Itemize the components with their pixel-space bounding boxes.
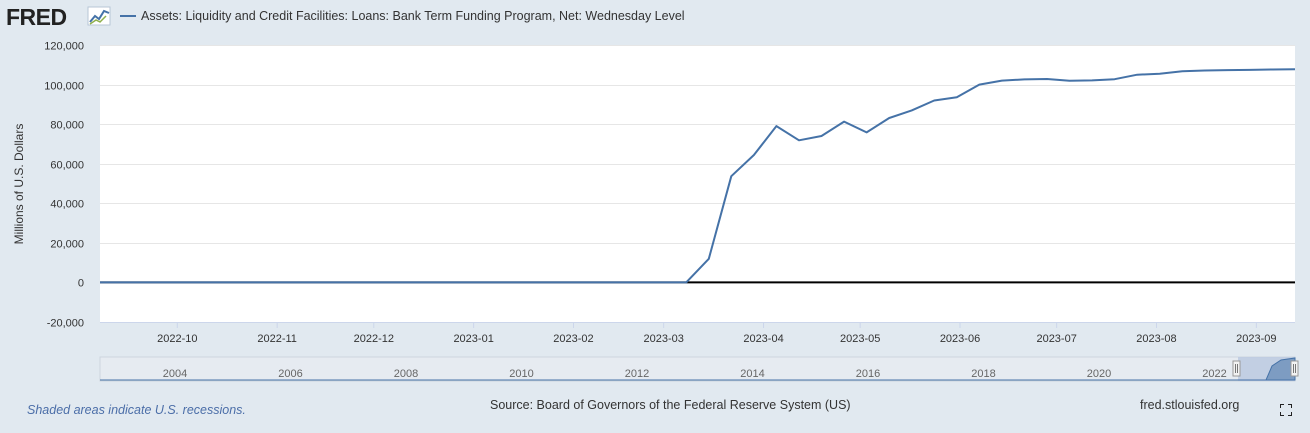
data-point: [864, 130, 869, 135]
legend[interactable]: Assets: Liquidity and Credit Facilities:…: [120, 9, 685, 23]
data-point: [1044, 77, 1049, 82]
y-tick-label: 80,000: [50, 120, 84, 132]
data-point: [98, 280, 103, 285]
fred-logo-icon: [87, 6, 111, 26]
navigator-year-label: 2018: [971, 368, 995, 380]
y-tick-label: 100,000: [44, 81, 84, 93]
data-point: [842, 119, 847, 124]
series-line[interactable]: [100, 68, 1296, 284]
source-text: Source: Board of Governors of the Federa…: [490, 398, 851, 412]
x-tick-label: 2023-06: [940, 333, 980, 345]
navigator-year-label: 2022: [1202, 368, 1226, 380]
data-point: [819, 134, 824, 139]
navigator-year-label: 2004: [163, 368, 187, 380]
data-point: [1225, 68, 1230, 73]
navigator-handle-left[interactable]: [1232, 360, 1241, 377]
data-point: [1293, 67, 1298, 72]
fred-logo-text: FRED: [6, 4, 67, 30]
data-point: [1067, 78, 1072, 83]
data-point: [774, 124, 779, 129]
data-point: [954, 95, 959, 100]
navigator[interactable]: 2004 2006 2008 2010 2012 2014 2016 2018 2020 2022: [99, 356, 1299, 382]
data-point: [1202, 68, 1207, 73]
navigator-handle-right[interactable]: [1290, 360, 1299, 377]
data-point: [684, 280, 689, 285]
navigator-year-label: 2014: [740, 368, 764, 380]
data-point: [729, 174, 734, 179]
legend-label: Assets: Liquidity and Credit Facilities:…: [141, 9, 685, 23]
y-axis-title: Millions of U.S. Dollars: [12, 124, 26, 245]
y-tick-label: 0: [78, 278, 84, 290]
data-point: [977, 82, 982, 87]
data-point: [909, 108, 914, 113]
navigator-year-label: 2012: [625, 368, 649, 380]
navigator-year-label: 2006: [278, 368, 302, 380]
x-tick-label: 2023-04: [743, 333, 783, 345]
navigator-series: [1238, 357, 1296, 381]
plot-area: [100, 45, 1295, 322]
data-point: [706, 256, 711, 261]
data-point: [1180, 69, 1185, 74]
data-point: [999, 78, 1004, 83]
navigator-year-label: 2020: [1087, 368, 1111, 380]
navigator-year-label: 2010: [509, 368, 533, 380]
x-tick-label: 2022-10: [157, 333, 197, 345]
data-point: [1247, 67, 1252, 72]
x-axis-ticks: 2022-10 2022-11 2022-12 2023-01 2023-02 2023-…: [100, 322, 1295, 345]
data-point: [887, 116, 892, 121]
y-tick-label: 40,000: [50, 199, 84, 211]
data-point: [1090, 78, 1095, 83]
fullscreen-icon[interactable]: [1280, 404, 1292, 416]
data-point: [1112, 77, 1117, 82]
navigator-year-labels: 2004 2006 2008 2010 2012 2014 2016 2018 2020 2022: [163, 368, 1227, 380]
x-tick-label: 2023-07: [1036, 333, 1076, 345]
y-tick-label: -20,000: [47, 318, 84, 330]
x-tick-label: 2023-02: [553, 333, 593, 345]
x-tick-label: 2023-08: [1136, 333, 1176, 345]
data-point: [1135, 72, 1140, 77]
x-tick-label: 2023-03: [643, 333, 683, 345]
site-link[interactable]: fred.stlouisfed.org: [1140, 398, 1240, 412]
x-tick-label: 2023-09: [1236, 333, 1276, 345]
y-axis-ticks: -20,000 0 20,000 40,000 60,000 80,000 100,000 1…: [44, 41, 84, 330]
y-tick-label: 60,000: [50, 160, 84, 172]
data-point: [796, 138, 801, 143]
x-tick-label: 2022-12: [354, 333, 394, 345]
data-point: [1157, 71, 1162, 76]
y-tick-label: 20,000: [50, 239, 84, 251]
navigator-background: [99, 356, 1296, 382]
x-tick-label: 2023-01: [453, 333, 493, 345]
y-tick-label: 120,000: [44, 41, 84, 53]
data-point: [932, 98, 937, 103]
x-tick-label: 2022-11: [257, 333, 297, 345]
fred-logo[interactable]: FRED: [6, 4, 111, 30]
data-point: [751, 153, 756, 158]
data-point: [1270, 67, 1275, 72]
x-tick-label: 2023-05: [840, 333, 880, 345]
recession-note: Shaded areas indicate U.S. recessions.: [27, 403, 246, 417]
navigator-year-label: 2008: [394, 368, 418, 380]
data-point: [1022, 77, 1027, 82]
navigator-year-label: 2016: [856, 368, 880, 380]
